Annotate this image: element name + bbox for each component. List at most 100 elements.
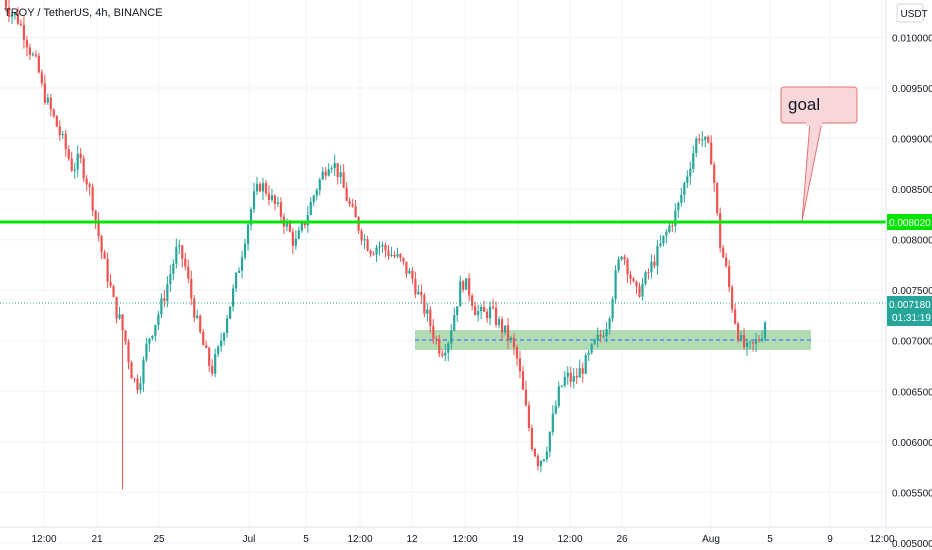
- price-tick-label: 0.006000: [892, 438, 932, 449]
- callout-pointer: [801, 121, 823, 222]
- candle: [166, 275, 169, 308]
- currency-button[interactable]: USDT: [896, 3, 928, 23]
- candle: [372, 251, 375, 256]
- candle: [668, 222, 671, 234]
- candle: [751, 341, 755, 352]
- candle: [713, 161, 716, 192]
- candle: [312, 194, 315, 207]
- candle: [208, 346, 211, 372]
- candle: [273, 194, 277, 211]
- candle: [763, 320, 767, 342]
- candle: [530, 424, 534, 452]
- candle: [512, 332, 516, 355]
- candle: [94, 209, 97, 230]
- candle: [28, 43, 31, 60]
- goal-callout[interactable]: goal: [780, 86, 858, 222]
- candle: [342, 164, 345, 189]
- price-axis[interactable]: 0.010000 0.009500 0.009000 0.008500 0.008000…: [892, 33, 932, 550]
- candle: [303, 223, 306, 229]
- candle: [737, 321, 740, 343]
- candles-group: [4, 0, 767, 490]
- candle: [748, 340, 752, 350]
- candle: [438, 335, 441, 358]
- candle: [722, 245, 725, 258]
- candle: [390, 246, 393, 257]
- candle: [521, 365, 525, 391]
- candle: [16, 7, 20, 26]
- price-tick-label: 0.008000: [892, 236, 932, 247]
- candle: [500, 316, 504, 341]
- candle: [79, 147, 82, 164]
- candle: [647, 268, 650, 280]
- candle: [524, 380, 528, 407]
- candle: [494, 301, 498, 328]
- candle: [4, 0, 8, 13]
- candle: [148, 337, 151, 352]
- candle: [560, 385, 563, 388]
- candle: [557, 381, 560, 409]
- candle: [527, 401, 531, 432]
- candle: [563, 370, 566, 388]
- candle: [587, 350, 590, 362]
- candle: [109, 273, 112, 289]
- candle: [234, 271, 238, 293]
- candle: [497, 316, 501, 329]
- candle: [252, 182, 256, 213]
- candle: [429, 306, 432, 334]
- candle: [330, 165, 333, 173]
- candle: [536, 453, 539, 471]
- last-price-badge: 0.007180 01:31:19: [887, 296, 932, 326]
- time-tick-label: 9: [827, 534, 833, 545]
- candle: [745, 338, 749, 357]
- candle: [199, 314, 202, 334]
- candle: [112, 284, 115, 298]
- candle: [417, 284, 420, 295]
- candle: [491, 298, 495, 310]
- candle: [369, 249, 372, 258]
- currency-button-label: USDT: [901, 9, 928, 20]
- candle: [85, 175, 88, 191]
- candle: [441, 348, 444, 358]
- candle: [297, 226, 300, 240]
- candle: [731, 284, 734, 313]
- chart-title: TROY / TetherUS, 4h, BINANCE: [4, 7, 163, 19]
- candle: [611, 296, 614, 323]
- candle: [692, 145, 695, 173]
- price-axis-background: [886, 0, 932, 550]
- candle: [127, 339, 130, 370]
- time-axis[interactable]: 12:00 21 25 Jul 5 12:00 12 12:00 19 12:00 26 Aug 5 9 1…: [31, 534, 894, 545]
- candle: [10, 12, 14, 24]
- candle: [754, 333, 758, 352]
- candle: [49, 94, 52, 117]
- candle: [480, 304, 483, 320]
- candle: [569, 366, 572, 388]
- candle: [617, 256, 620, 273]
- candle: [653, 254, 656, 269]
- candle: [264, 179, 268, 197]
- time-tick-label: 19: [512, 534, 524, 545]
- candle: [485, 308, 489, 323]
- candle: [662, 235, 665, 247]
- candle: [474, 301, 477, 316]
- price-tick-label: 0.007500: [892, 286, 932, 297]
- candle: [509, 335, 513, 344]
- price-tick-label: 0.009000: [892, 135, 932, 146]
- price-tick-label: 0.009500: [892, 84, 932, 95]
- candle: [91, 183, 94, 217]
- candle: [608, 316, 611, 335]
- candle: [106, 252, 109, 289]
- candle: [13, 12, 17, 20]
- candle: [249, 207, 253, 231]
- candle: [82, 155, 85, 182]
- candle: [261, 177, 265, 201]
- time-tick-label: Jul: [243, 534, 256, 545]
- candle: [145, 337, 148, 363]
- candle: [760, 330, 764, 343]
- candle: [602, 329, 605, 338]
- candle: [533, 447, 537, 458]
- candle: [231, 284, 235, 312]
- time-tick-label: 5: [303, 534, 309, 545]
- candle: [279, 197, 283, 222]
- candle: [716, 182, 719, 216]
